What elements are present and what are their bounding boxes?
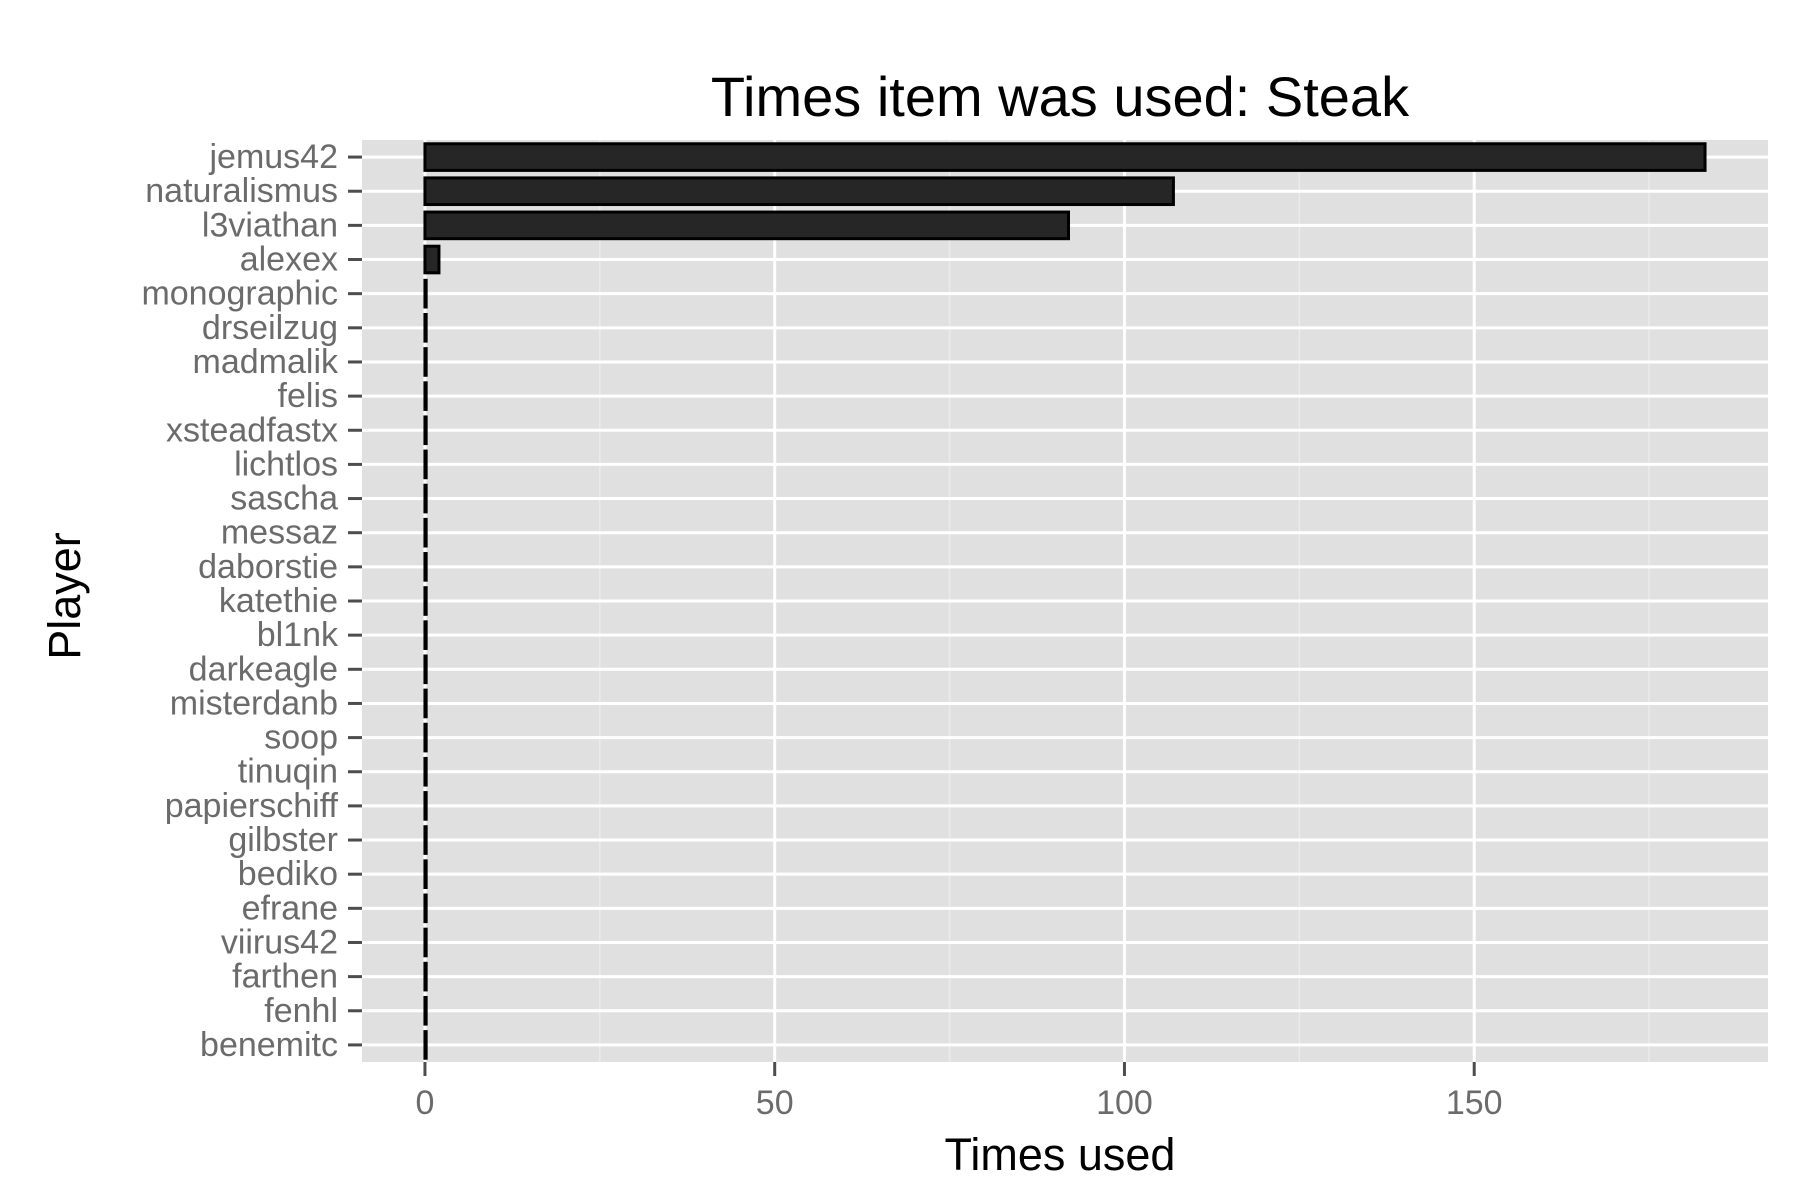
y-tick-label: alexex — [240, 241, 338, 279]
bar-jemus42 — [423, 142, 1707, 172]
bar-sascha — [423, 483, 428, 514]
bar-efrane — [423, 893, 428, 924]
y-tick-label: naturalismus — [145, 172, 338, 210]
y-tick-label: bediko — [238, 855, 338, 893]
y-tick-label: daborstie — [198, 548, 338, 586]
x-axis-title: Times used — [945, 1129, 1176, 1180]
bar-xsteadfastx — [423, 415, 428, 446]
y-tick-label: darkeagle — [189, 650, 338, 688]
bar-soop — [423, 722, 428, 753]
bar-viirus42 — [423, 927, 428, 958]
y-tick-label: monographic — [141, 275, 338, 313]
bar-fenhl — [423, 995, 428, 1026]
y-tick-label: tinuqin — [238, 753, 338, 791]
bar-monographic — [423, 278, 428, 309]
y-tick-label: papierschiff — [165, 787, 339, 825]
bar-bediko — [423, 859, 428, 890]
y-tick-label: benemitc — [200, 1026, 338, 1064]
y-tick-label: xsteadfastx — [166, 411, 338, 449]
bar-farthen — [423, 961, 428, 992]
y-tick-label: efrane — [242, 889, 338, 927]
y-tick-label: madmalik — [193, 343, 339, 381]
y-axis: jemus42naturalismusl3viathanalexexmonogr… — [141, 138, 362, 1064]
x-tick-label: 100 — [1096, 1084, 1153, 1122]
bar-drseilzug — [423, 312, 428, 343]
bar-l3viathan — [423, 210, 1070, 241]
bar-madmalik — [423, 347, 428, 377]
y-tick-label: misterdanb — [170, 684, 338, 722]
bar-darkeagle — [423, 654, 428, 685]
bar-naturalismus — [423, 176, 1175, 207]
y-tick-label: jemus42 — [208, 138, 338, 176]
x-axis: 0 50 100 150 — [415, 1062, 1503, 1122]
y-tick-label: messaz — [221, 514, 338, 552]
bar-messaz — [423, 517, 428, 548]
y-tick-label: sascha — [230, 480, 338, 518]
bar-misterdanb — [423, 688, 428, 719]
bar-benemitc — [423, 1030, 428, 1060]
y-tick-label: soop — [264, 719, 338, 757]
bar-lichtlos — [423, 449, 428, 480]
y-tick-label: farthen — [232, 958, 338, 996]
y-axis-title: Player — [39, 532, 90, 660]
y-tick-label: bl1nk — [257, 616, 339, 654]
x-tick-label: 0 — [415, 1084, 434, 1122]
y-tick-label: l3viathan — [202, 206, 338, 244]
bars — [423, 142, 1707, 1060]
bar-katethie — [423, 586, 428, 616]
grid-lines — [362, 140, 1768, 1062]
bar-daborstie — [423, 552, 428, 582]
bar-tinuqin — [423, 756, 428, 787]
chart-title: Times item was used: Steak — [711, 65, 1410, 128]
y-tick-label: drseilzug — [202, 309, 338, 347]
y-tick-label: fenhl — [264, 992, 338, 1030]
y-tick-label: viirus42 — [221, 923, 338, 961]
y-tick-label: gilbster — [228, 821, 338, 859]
y-tick-label: felis — [278, 377, 338, 415]
x-tick-label: 50 — [756, 1084, 794, 1122]
bar-papierschiff — [423, 791, 428, 821]
bar-alexex — [423, 244, 441, 275]
x-tick-label: 150 — [1446, 1084, 1503, 1122]
bar-felis — [423, 381, 428, 411]
bar-bl1nk — [423, 620, 428, 650]
y-tick-label: lichtlos — [234, 445, 338, 483]
y-tick-label: katethie — [219, 582, 338, 620]
bar-gilbster — [423, 825, 428, 855]
